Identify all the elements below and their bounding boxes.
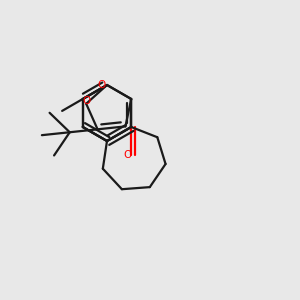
Text: O: O	[123, 150, 131, 160]
Text: O: O	[98, 80, 106, 90]
Text: O: O	[82, 96, 90, 106]
